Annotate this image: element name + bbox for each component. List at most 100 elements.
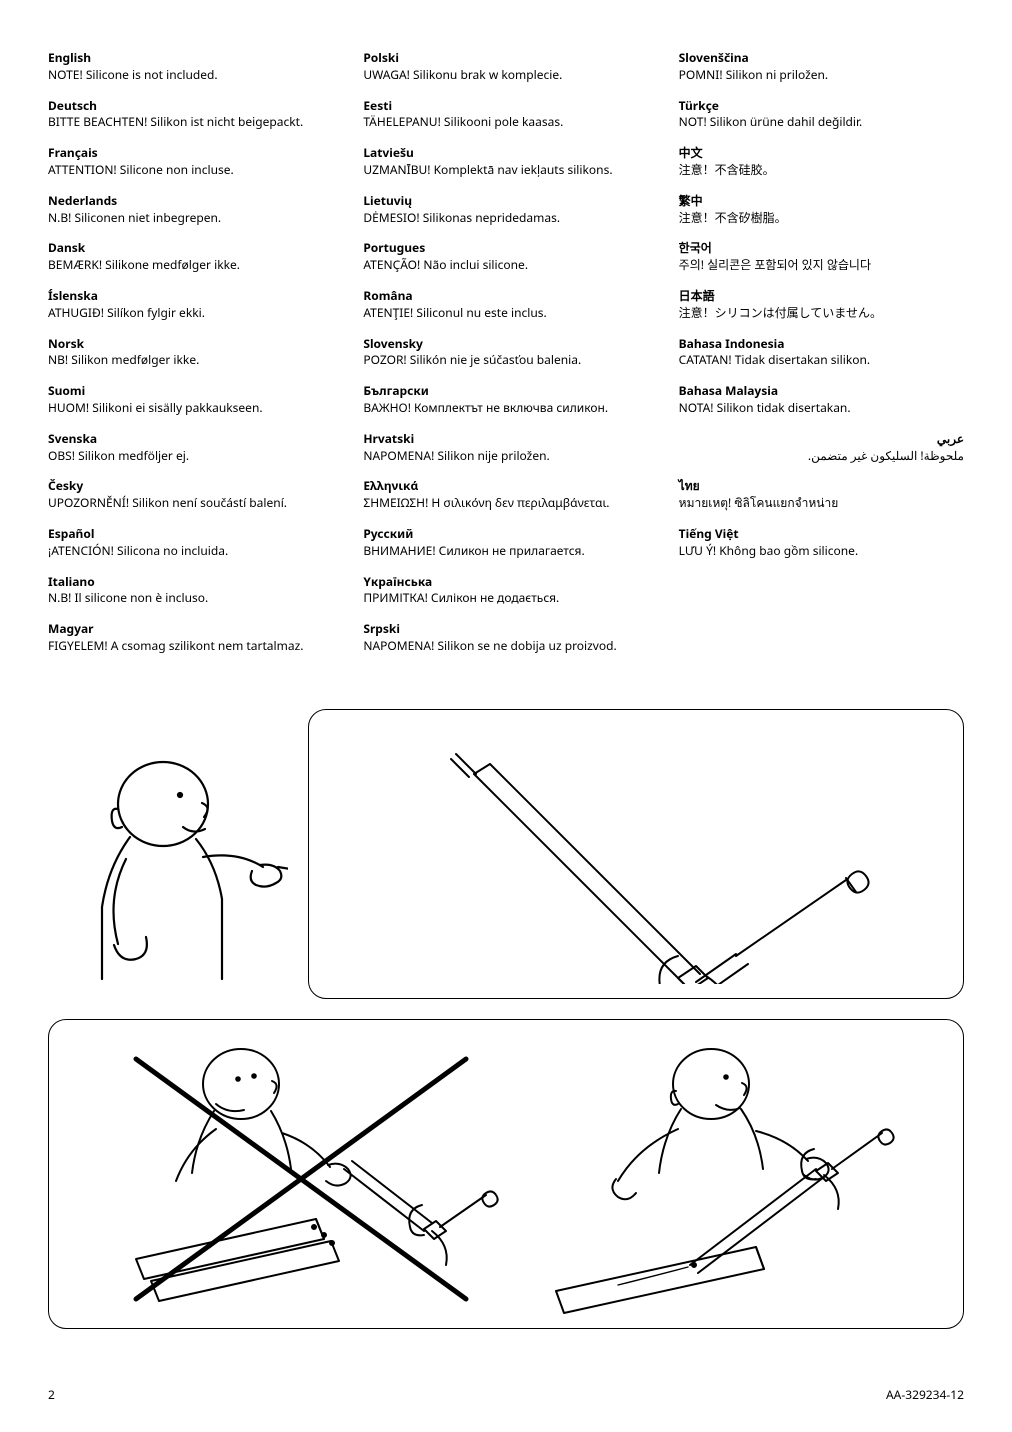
language-entry: FrançaisATTENTION! Silicone non incluse. [48, 145, 333, 179]
language-text: BEMÆRK! Silikone medfølger ikke. [48, 257, 333, 274]
install-contrast-box [48, 1019, 964, 1329]
caulk-gun-box [308, 709, 964, 999]
language-entry: SuomiHUOM! Silikoni ei sisälly pakkaukse… [48, 383, 333, 417]
language-name: 繁中 [679, 193, 964, 210]
language-text: ВНИМАНИЕ! Силикон не прилагается. [363, 543, 648, 560]
language-entry: YкраїнськаПРИМІТКА! Силікон не додається… [363, 574, 648, 608]
language-text: 注意！シリコンは付属していません。 [679, 305, 964, 322]
language-entry: 한국어주의! 실리콘은 포함되어 있지 않습니다 [679, 240, 964, 274]
language-name: ไทย [679, 478, 964, 495]
language-text: ATENŢIE! Siliconul nu este inclus. [363, 305, 648, 322]
language-entry: Bahasa MalaysiaNOTA! Silikon tidak diser… [679, 383, 964, 417]
language-name: Lietuvių [363, 193, 648, 210]
language-text: 注意！不含矽樹脂。 [679, 210, 964, 227]
language-name: Italiano [48, 574, 333, 591]
language-name: Ελληνικά [363, 478, 648, 495]
language-entry: SvenskaOBS! Silikon medföljer ej. [48, 431, 333, 465]
language-text: DĖMESIO! Silikonas nepridedamas. [363, 210, 648, 227]
language-text: BITTE BEACHTEN! Silikon ist nicht beigep… [48, 114, 333, 131]
illustration-row-1 [48, 709, 964, 999]
language-entry: ΕλληνικάΣΗΜΕΙΩΣΗ! Η σιλικόνη δεν περιλαμ… [363, 478, 648, 512]
language-name: Tiếng Việt [679, 526, 964, 543]
language-name: Eesti [363, 98, 648, 115]
language-entry: 繁中注意！不含矽樹脂。 [679, 193, 964, 227]
language-text: HUOM! Silikoni ei sisälly pakkaukseen. [48, 400, 333, 417]
language-name: Srpski [363, 621, 648, 638]
illustration-row-2 [48, 1019, 964, 1329]
language-entry: 日本語注意！シリコンは付属していません。 [679, 288, 964, 322]
language-entry: LatviešuUZMANĪBU! Komplektā nav iekļauts… [363, 145, 648, 179]
language-text: NAPOMENA! Silikon se ne dobija uz proizv… [363, 638, 648, 655]
caulk-gun-icon [356, 724, 916, 984]
language-entry: Español¡ATENCIÓN! Silicona no incluida. [48, 526, 333, 560]
language-text: 注意！不含硅胶。 [679, 162, 964, 179]
language-name: Bahasa Indonesia [679, 336, 964, 353]
language-text: ATENÇÃO! Não inclui silicone. [363, 257, 648, 274]
language-name: Slovensky [363, 336, 648, 353]
language-text: NOTE! Silicone is not included. [48, 67, 333, 84]
language-entry: HrvatskiNAPOMENA! Silikon nije priložen. [363, 431, 648, 465]
language-entry: Bahasa IndonesiaCATATAN! Tidak disertaka… [679, 336, 964, 370]
language-name: Česky [48, 478, 333, 495]
language-entry: EnglishNOTE! Silicone is not included. [48, 50, 333, 84]
language-entry: DeutschBITTE BEACHTEN! Silikon ist nicht… [48, 98, 333, 132]
language-text: N.B! Il silicone non è incluso. [48, 590, 333, 607]
language-name: عربي [679, 431, 964, 448]
language-text: ВАЖНО! Комплектът не включва силикон. [363, 400, 648, 417]
language-name: English [48, 50, 333, 67]
language-entry: SlovenskyPOZOR! Silikón nie je súčasťou … [363, 336, 648, 370]
language-entry: PortuguesATENÇÃO! Não inclui silicone. [363, 240, 648, 274]
document-id: AA-329234-12 [886, 1387, 964, 1404]
language-entry: RomânaATENŢIE! Siliconul nu este inclus. [363, 288, 648, 322]
page-number: 2 [48, 1387, 55, 1404]
language-name: Dansk [48, 240, 333, 257]
language-entry: LietuviųDĖMESIO! Silikonas nepridedamas. [363, 193, 648, 227]
install-contrast-icon [66, 1029, 946, 1319]
language-text: NOTA! Silikon tidak disertakan. [679, 400, 964, 417]
language-text: ATHUGIÐ! Silíkon fylgir ekki. [48, 305, 333, 322]
language-name: Polski [363, 50, 648, 67]
language-entry: БългарскиВАЖНО! Комплектът не включва си… [363, 383, 648, 417]
language-entry: РусскийВНИМАНИЕ! Силикон не прилагается. [363, 526, 648, 560]
language-text: TÄHELEPANU! Silikooni pole kaasas. [363, 114, 648, 131]
language-text: NB! Silikon medfølger ikke. [48, 352, 333, 369]
language-text: ¡ATENCIÓN! Silicona no incluida. [48, 543, 333, 560]
language-name: Nederlands [48, 193, 333, 210]
illustrations [48, 709, 964, 1329]
language-name: Español [48, 526, 333, 543]
language-name: Norsk [48, 336, 333, 353]
language-text: POMNI! Silikon ni priložen. [679, 67, 964, 84]
language-entry: DanskBEMÆRK! Silikone medfølger ikke. [48, 240, 333, 274]
language-name: Íslenska [48, 288, 333, 305]
language-name: 한국어 [679, 240, 964, 257]
language-name: Bahasa Malaysia [679, 383, 964, 400]
language-name: 中文 [679, 145, 964, 162]
figure-person-pointing [48, 709, 308, 999]
language-entry: عربيملحوظة! السليكون غير متضمن. [679, 431, 964, 465]
language-name: Româna [363, 288, 648, 305]
language-columns: EnglishNOTE! Silicone is not included. De… [48, 50, 964, 669]
language-entry: SrpskiNAPOMENA! Silikon se ne dobija uz … [363, 621, 648, 655]
language-text: ملحوظة! السليكون غير متضمن. [679, 448, 964, 465]
language-entry: ItalianoN.B! Il silicone non è incluso. [48, 574, 333, 608]
language-name: Hrvatski [363, 431, 648, 448]
language-entry: PolskiUWAGA! Silikonu brak w komplecie. [363, 50, 648, 84]
language-name: Portugues [363, 240, 648, 257]
language-name: Svenska [48, 431, 333, 448]
language-entry: SlovenščinaPOMNI! Silikon ni priložen. [679, 50, 964, 84]
language-entry: EestiTÄHELEPANU! Silikooni pole kaasas. [363, 98, 648, 132]
language-name: Suomi [48, 383, 333, 400]
language-text: UWAGA! Silikonu brak w komplecie. [363, 67, 648, 84]
language-entry: NederlandsN.B! Siliconen niet inbegrepen… [48, 193, 333, 227]
language-text: LƯU Ý! Không bao gồm silicone. [679, 543, 964, 560]
page-footer: 2 AA-329234-12 [48, 1387, 964, 1404]
language-text: ПРИМІТКА! Силікон не додається. [363, 590, 648, 607]
language-text: N.B! Siliconen niet inbegrepen. [48, 210, 333, 227]
language-text: OBS! Silikon medföljer ej. [48, 448, 333, 465]
language-text: NOT! Silikon ürüne dahil değildir. [679, 114, 964, 131]
column-3: SlovenščinaPOMNI! Silikon ni priložen.Tü… [679, 50, 964, 669]
language-name: Русский [363, 526, 648, 543]
language-text: UPOZORNĚNÍ! Silikon není součástí balení… [48, 495, 333, 512]
language-name: Magyar [48, 621, 333, 638]
language-text: 주의! 실리콘은 포함되어 있지 않습니다 [679, 257, 964, 274]
